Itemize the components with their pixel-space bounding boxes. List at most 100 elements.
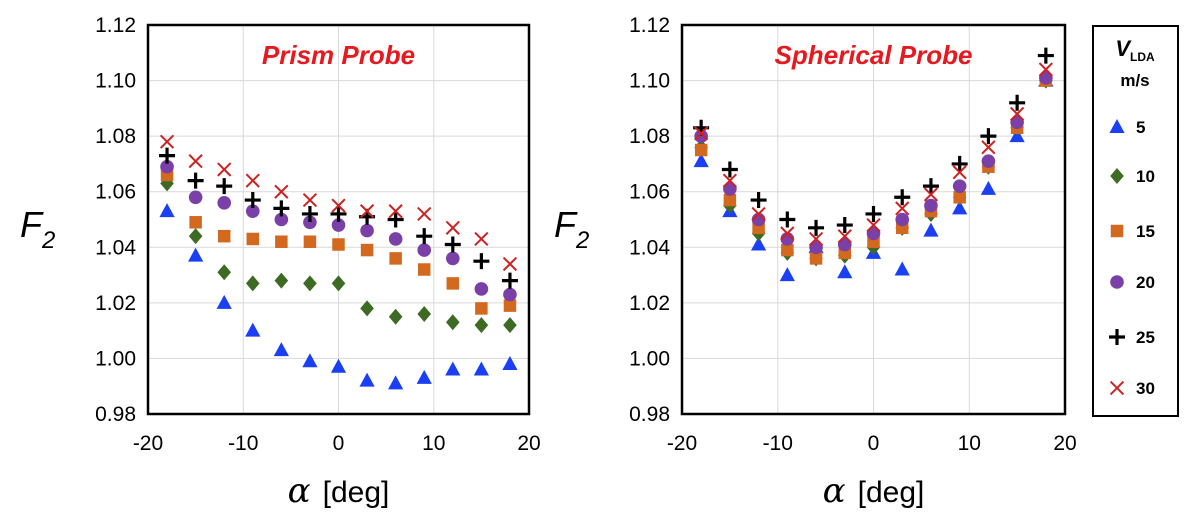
prism-point-v15 (275, 235, 288, 248)
prism-x-tick-label: 20 (517, 432, 540, 455)
prism-point-v30 (417, 206, 432, 222)
spherical-y-tick-label: 0.98 (629, 403, 670, 426)
prism-y-tick-label: 1.02 (95, 292, 136, 315)
legend-marker-15 (1110, 224, 1124, 238)
prism-y-tick-label: 1.10 (95, 70, 136, 93)
prism-point-v25 (473, 253, 490, 270)
spherical-point-v20 (895, 212, 910, 227)
spherical-y-tick-label: 1.04 (629, 236, 670, 259)
prism-point-v10 (474, 317, 489, 334)
prism-point-v5 (445, 361, 461, 376)
legend: VLDA m/s 5 10 15 20 25 30 (1092, 25, 1179, 417)
prism-point-v10 (446, 314, 460, 331)
prism-point-v15 (417, 263, 431, 276)
legend-label-15: 15 (1136, 222, 1155, 241)
spherical-point-v20 (694, 129, 708, 143)
spherical-x-tick-label: 20 (1053, 432, 1076, 455)
prism-point-v30 (274, 184, 289, 199)
spherical-point-v20 (809, 240, 823, 255)
prism-title: Prism Probe (262, 40, 415, 70)
prism-point-v25 (273, 200, 290, 217)
prism-point-v15 (246, 232, 260, 246)
legend-marker-10 (1110, 168, 1124, 184)
spherical-point-v25 (1009, 94, 1026, 111)
prism-point-v15 (189, 216, 202, 229)
legend-item-20: 20 (1110, 273, 1155, 292)
prism-point-v10 (188, 228, 203, 245)
prism-series-20 (160, 159, 517, 302)
prism-point-v10 (245, 275, 260, 292)
prism-point-v10 (417, 305, 432, 322)
prism-point-v10 (274, 272, 289, 289)
prism-point-v10 (160, 175, 174, 192)
spherical-plot-frame (680, 23, 1067, 416)
prism-point-v25 (244, 192, 261, 209)
spherical-point-v25 (750, 192, 767, 209)
spherical-point-v25 (865, 205, 882, 222)
spherical-point-v20 (866, 226, 881, 241)
prism-point-v25 (416, 228, 433, 245)
prism-point-v20 (303, 215, 317, 230)
spherical-point-v5 (894, 261, 910, 276)
prism-point-v30 (188, 154, 203, 169)
prism-point-v20 (474, 282, 489, 296)
prism-point-v5 (473, 361, 489, 376)
legend-label-10: 10 (1136, 167, 1155, 186)
prism-point-v15 (217, 229, 231, 243)
prism-y-tick-label: 1.06 (95, 181, 136, 204)
spherical-y-tick-label: 1.08 (629, 125, 670, 148)
spherical-point-v5 (952, 200, 968, 215)
legend-title: VLDA (1115, 36, 1155, 64)
prism-point-v5 (188, 247, 204, 262)
prism-point-v10 (331, 275, 346, 292)
prism-point-v20 (188, 190, 203, 205)
legend-label-5: 5 (1136, 118, 1145, 137)
legend-item-15: 15 (1110, 222, 1155, 241)
prism-point-v5 (388, 375, 404, 390)
spherical-point-v30 (837, 229, 852, 244)
spherical-series-20 (694, 70, 1053, 255)
prism-point-v20 (217, 196, 231, 210)
spherical-point-v30 (1038, 62, 1053, 77)
prism-y-tick-label: 1.12 (95, 14, 136, 37)
spherical-point-v25 (721, 161, 738, 178)
spherical-point-v20 (952, 179, 967, 193)
prism-plot-frame (146, 23, 531, 416)
spherical-point-v15 (953, 191, 966, 204)
prism-point-v20 (446, 251, 460, 266)
spherical-point-v20 (837, 237, 852, 252)
prism-point-v30 (474, 231, 489, 247)
spherical-point-v30 (808, 231, 824, 247)
prism-point-v5 (159, 203, 175, 218)
spherical-point-v5 (980, 180, 996, 195)
prism-point-v30 (217, 162, 232, 177)
prism-y-tick-label: 1.08 (95, 125, 136, 148)
prism-point-v20 (503, 287, 517, 302)
spherical-point-v20 (1010, 115, 1024, 130)
prism-series-15 (160, 168, 517, 315)
prism-point-v5 (502, 355, 518, 370)
prism-point-v30 (302, 192, 318, 208)
spherical-point-v25 (836, 217, 853, 234)
prism-y-tick-label: 1.04 (95, 236, 136, 259)
prism-series-10 (160, 175, 517, 334)
prism-series-30 (159, 134, 518, 272)
spherical-point-v25 (808, 219, 825, 236)
spherical-point-v25 (779, 211, 796, 228)
spherical-point-v20 (981, 154, 996, 168)
spherical-point-v20 (1039, 70, 1053, 85)
spherical-point-v30 (981, 140, 996, 155)
prism-point-v5 (330, 358, 347, 373)
spherical-title: Spherical Probe (775, 40, 973, 70)
prism-point-v15 (303, 235, 317, 248)
legend-item-5: 5 (1109, 118, 1145, 137)
prism-chart: -20 -10 0 10 20 0.98 1.00 1.02 1.04 1.06 1.08 1.10 1… (20, 14, 541, 511)
legend-marker-25 (1109, 329, 1125, 345)
prism-point-v5 (216, 294, 232, 309)
prism-x-tick-label: 0 (333, 432, 345, 455)
spherical-point-v15 (723, 193, 737, 207)
spherical-y-tick-label: 1.10 (629, 70, 670, 93)
legend-item-25: 25 (1109, 328, 1155, 347)
spherical-point-v30 (952, 165, 967, 180)
spherical-series-25 (693, 47, 1054, 236)
